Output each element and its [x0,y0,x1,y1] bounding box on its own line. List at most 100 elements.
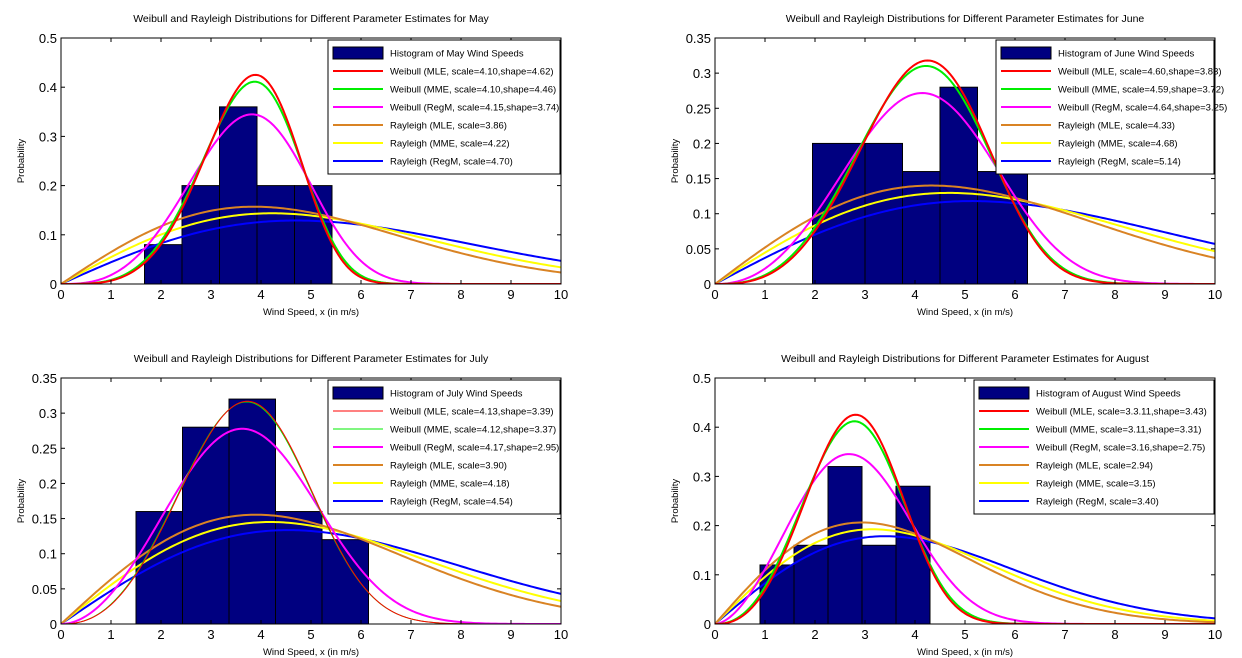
legend-label: Weibull (RegM, scale=4.64,shape=3.25) [1058,103,1227,114]
y-tick-label: 0.5 [693,371,711,386]
x-tick-label: 9 [1161,287,1168,302]
y-tick-label: 0.15 [32,512,57,527]
series-line [61,513,561,624]
histogram-bar [144,244,183,284]
series-line [715,420,1215,624]
legend-label: Rayleigh (RegM, scale=5.14) [1058,157,1181,168]
x-tick-label: 5 [961,287,968,302]
histogram-bar [135,511,183,624]
series-line [715,191,1215,284]
series-line [715,200,1215,284]
legend: Histogram of May Wind Speeds Weibull (MLE… [327,39,561,175]
y-axis-label: Probability [670,479,681,524]
x-tick-label: 4 [911,627,918,642]
x-tick-label: 9 [507,627,514,642]
series-line [715,528,1215,624]
y-tick-label: 0.3 [693,469,711,484]
distribution-curves [61,73,561,284]
chart-panel-1: 0 1 2 3 4 5 6 7 8 9 10 0 0.1 0.2 0.3 0.4 0.5 Weibull and … [16,13,568,318]
chart-title: Weibull and Rayleigh Distributions for D… [781,353,1149,365]
y-axis-label: Probability [16,139,27,184]
legend-label: Rayleigh (RegM, scale=4.54) [390,497,513,508]
histogram-bar [864,142,903,284]
legend-label: Weibull (RegM, scale=4.15,shape=3.74) [390,103,559,114]
x-axis-label: Wind Speed, x (in m/s) [263,647,359,658]
x-tick-label: 2 [811,287,818,302]
histogram-bar [977,171,1028,284]
x-tick-label: 1 [761,627,768,642]
histogram-bar [861,544,897,624]
legend-label: Rayleigh (MLE, scale=4.33) [1058,121,1175,132]
x-tick-label: 5 [307,627,314,642]
x-tick-label: 0 [711,627,718,642]
x-tick-label: 7 [407,627,414,642]
y-tick-label: 0 [50,617,57,632]
legend-label: Weibull (MME, scale=4.12,shape=3.37) [390,425,556,436]
x-tick-label: 6 [357,287,364,302]
x-axis-label: Wind Speed, x (in m/s) [917,307,1013,318]
x-tick-label: 6 [357,627,364,642]
distribution-curves [715,413,1215,624]
x-tick-label: 2 [157,287,164,302]
x-tick-label: 7 [1061,627,1068,642]
legend-label: Weibull (MLE, scale=4.60,shape=3.83) [1058,67,1222,78]
legend-label: Histogram of June Wind Speeds [1058,49,1194,60]
series-line [715,184,1215,284]
y-tick-label: 0.2 [39,476,57,491]
y-tick-label: 0 [704,617,711,632]
chart-panel-2: 0 1 2 3 4 5 6 7 8 9 10 0 0.05 0.1 0.15 0.2 0.25 0.3 0.35 We… [670,13,1227,318]
x-tick-label: 8 [1111,627,1118,642]
y-axis-label: Probability [670,139,681,184]
x-axis-label: Wind Speed, x (in m/s) [917,647,1013,658]
series-line [61,529,561,624]
y-tick-label: 0.25 [686,101,711,116]
legend-label: Weibull (RegM, scale=4.17,shape=2.95) [390,443,559,454]
histogram-bars [144,106,333,284]
chart-title: Weibull and Rayleigh Distributions for D… [133,13,489,25]
series-line [715,413,1215,624]
x-tick-label: 10 [554,287,568,302]
y-tick-label: 0.1 [693,207,711,222]
legend-label: Weibull (MME, scale=4.10,shape=4.46) [390,85,556,96]
legend-label: Rayleigh (MLE, scale=3.86) [390,121,507,132]
series-line [61,212,561,284]
x-tick-label: 3 [861,287,868,302]
y-tick-label: 0.3 [39,129,57,144]
x-tick-label: 3 [207,287,214,302]
y-tick-label: 0.5 [39,31,57,46]
histogram-bars [812,86,1028,284]
x-tick-label: 0 [57,627,64,642]
y-tick-label: 0.05 [686,242,711,257]
legend-label: Rayleigh (MLE, scale=2.94) [1036,461,1153,472]
series-line [715,535,1215,624]
x-tick-label: 0 [711,287,718,302]
histogram-bar [256,185,295,284]
legend-swatch [332,46,384,60]
legend-label: Histogram of August Wind Speeds [1036,389,1181,400]
legend-label: Histogram of July Wind Speeds [390,389,523,400]
x-tick-label: 1 [761,287,768,302]
y-tick-label: 0.35 [686,31,711,46]
x-tick-label: 2 [157,627,164,642]
series-line [61,521,561,624]
legend: Histogram of June Wind Speeds Weibull (ML… [995,39,1227,175]
histogram-bar [219,106,258,284]
y-tick-label: 0.25 [32,441,57,456]
x-tick-label: 10 [554,627,568,642]
histogram-bar [181,185,220,284]
x-tick-label: 9 [507,287,514,302]
x-tick-label: 4 [911,287,918,302]
y-tick-label: 0.15 [686,172,711,187]
histogram-bar [321,539,369,624]
legend-label: Rayleigh (RegM, scale=3.40) [1036,497,1159,508]
y-tick-label: 0.4 [693,420,711,435]
x-tick-label: 7 [1061,287,1068,302]
x-tick-label: 8 [1111,287,1118,302]
series-line [61,427,561,624]
histogram-bar [228,398,276,624]
legend-label: Rayleigh (MME, scale=4.18) [390,479,510,490]
y-tick-label: 0.1 [693,568,711,583]
histogram-bar [294,185,333,284]
histogram-bar [902,171,941,284]
legend-label: Weibull (MLE, scale=3.3.11,shape=3.43) [1036,407,1207,418]
